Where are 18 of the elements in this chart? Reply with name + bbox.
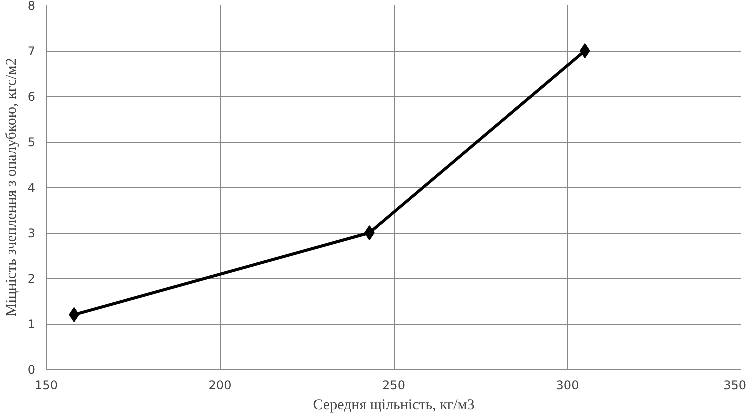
- point: [364, 226, 375, 240]
- y-tick-label: 4: [28, 181, 36, 195]
- x-tick-label: 300: [556, 378, 580, 392]
- x-tick-label: 250: [382, 378, 406, 392]
- x-axis-title: Середня щільність, кг/м3: [313, 398, 475, 414]
- y-tick-label: 7: [28, 44, 36, 58]
- y-tick-label: 1: [28, 318, 36, 332]
- y-tick-label: 5: [28, 136, 36, 150]
- x-tick-label: 200: [208, 378, 232, 392]
- point: [580, 44, 590, 58]
- x-tick-label: 150: [35, 378, 58, 392]
- y-tick-label: 0: [28, 363, 36, 377]
- y-tick-label: 8: [28, 0, 36, 13]
- x-tick-label: 350: [724, 378, 746, 392]
- y-axis-title: Міцність зчеплення з опалубкою, кгс/м2: [4, 58, 20, 317]
- y-tick-label: 6: [28, 90, 36, 104]
- y-tick-label: 2: [28, 272, 36, 286]
- y-tick-label: 3: [28, 226, 36, 240]
